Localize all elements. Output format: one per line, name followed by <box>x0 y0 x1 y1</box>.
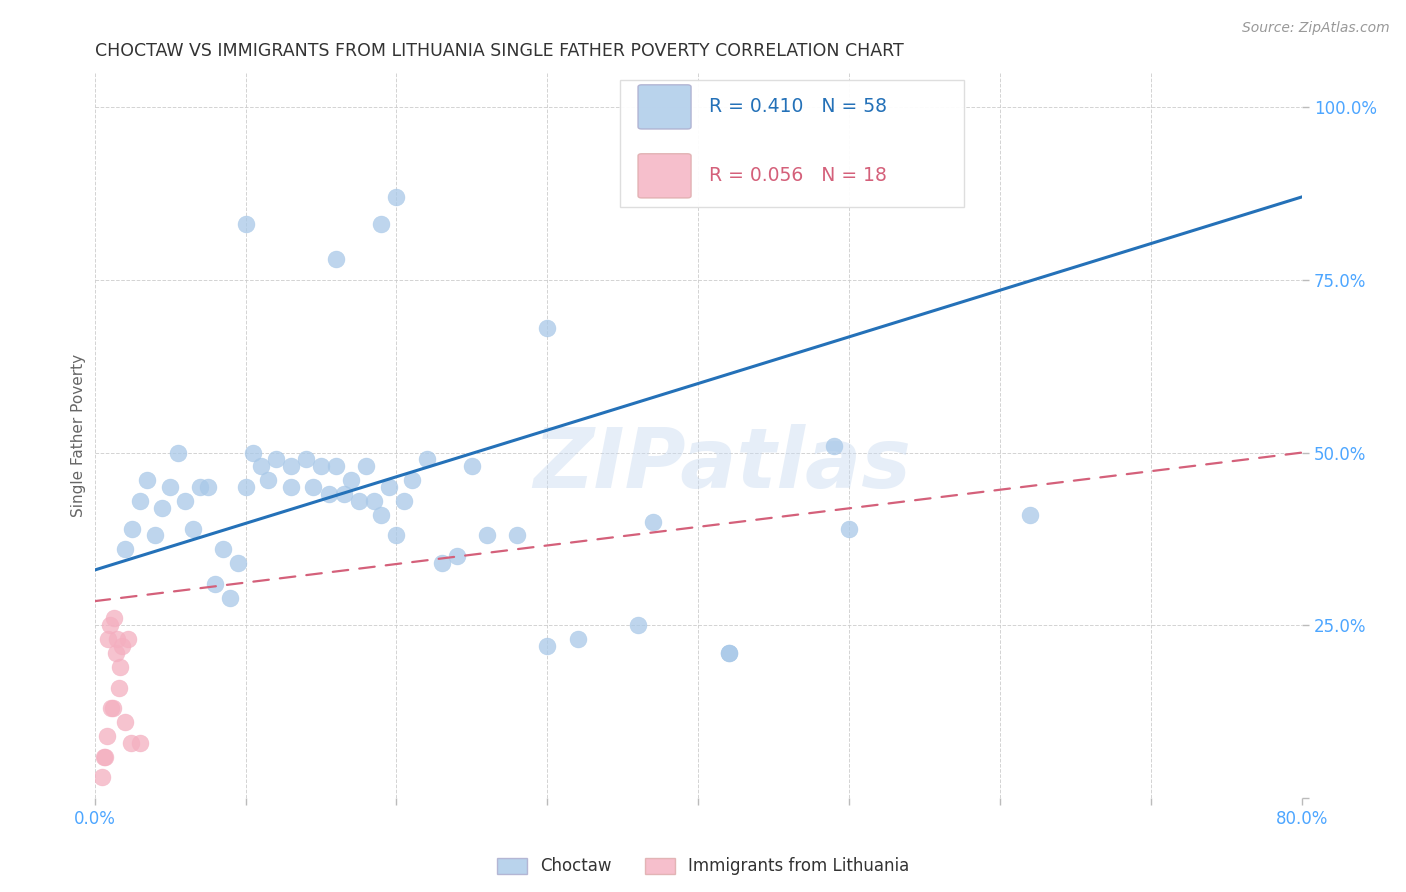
Point <box>415 452 437 467</box>
Point <box>93 749 115 764</box>
Point <box>103 611 125 625</box>
Point <box>506 528 529 542</box>
Point <box>302 480 325 494</box>
Point <box>401 473 423 487</box>
Point <box>242 445 264 459</box>
Point <box>1019 508 1042 522</box>
Point <box>332 487 354 501</box>
Point <box>536 639 558 653</box>
Point <box>128 494 150 508</box>
Point <box>392 494 415 508</box>
Point <box>91 771 114 785</box>
Point <box>174 494 197 508</box>
Point <box>100 701 122 715</box>
Point <box>94 749 117 764</box>
Point <box>356 459 378 474</box>
Point <box>136 473 159 487</box>
Point <box>370 508 392 522</box>
Point <box>114 715 136 730</box>
Point <box>325 459 347 474</box>
Point <box>280 459 302 474</box>
Point <box>280 480 302 494</box>
Point <box>204 577 226 591</box>
Point <box>235 218 257 232</box>
Point <box>627 618 650 632</box>
Point <box>536 321 558 335</box>
Point <box>363 494 385 508</box>
Text: ZIPatlas: ZIPatlas <box>533 424 911 505</box>
Point <box>107 681 129 695</box>
Point <box>104 646 127 660</box>
Point <box>567 632 589 647</box>
Point <box>446 549 468 564</box>
Point <box>152 500 174 515</box>
Point <box>101 701 124 715</box>
Point <box>295 452 318 467</box>
Point <box>347 494 370 508</box>
Point <box>111 639 134 653</box>
Point <box>110 660 132 674</box>
Legend: Choctaw, Immigrants from Lithuania: Choctaw, Immigrants from Lithuania <box>488 849 918 884</box>
Point <box>717 646 740 660</box>
Point <box>98 618 121 632</box>
Point <box>121 522 143 536</box>
Text: CHOCTAW VS IMMIGRANTS FROM LITHUANIA SINGLE FATHER POVERTY CORRELATION CHART: CHOCTAW VS IMMIGRANTS FROM LITHUANIA SIN… <box>94 42 903 60</box>
Point <box>385 190 408 204</box>
Point <box>143 528 166 542</box>
Point <box>370 218 392 232</box>
FancyBboxPatch shape <box>638 153 692 198</box>
Point <box>120 736 142 750</box>
Point <box>717 646 740 660</box>
Point <box>378 480 401 494</box>
Point <box>430 556 453 570</box>
Point <box>226 556 249 570</box>
Point <box>823 439 845 453</box>
Point <box>188 480 211 494</box>
Point <box>475 528 498 542</box>
Point <box>181 522 204 536</box>
Point <box>105 632 128 647</box>
Point <box>96 729 118 743</box>
Point <box>318 487 340 501</box>
Point <box>117 632 139 647</box>
Point <box>166 445 188 459</box>
Text: R = 0.056   N = 18: R = 0.056 N = 18 <box>709 166 887 186</box>
Point <box>197 480 219 494</box>
Point <box>219 591 242 605</box>
Point <box>128 736 150 750</box>
Point <box>212 542 235 557</box>
Text: R = 0.410   N = 58: R = 0.410 N = 58 <box>709 97 887 116</box>
Text: Source: ZipAtlas.com: Source: ZipAtlas.com <box>1241 21 1389 36</box>
Point <box>340 473 363 487</box>
Point <box>114 542 136 557</box>
Point <box>309 459 332 474</box>
Point <box>461 459 484 474</box>
FancyBboxPatch shape <box>638 85 692 129</box>
Y-axis label: Single Father Poverty: Single Father Poverty <box>72 354 86 516</box>
Point <box>249 459 271 474</box>
Point <box>385 528 408 542</box>
Point <box>838 522 860 536</box>
Point <box>325 252 347 266</box>
Point <box>641 515 664 529</box>
Point <box>159 480 181 494</box>
Point <box>235 480 257 494</box>
Point <box>257 473 280 487</box>
Point <box>264 452 287 467</box>
Point <box>97 632 120 647</box>
FancyBboxPatch shape <box>620 79 965 207</box>
